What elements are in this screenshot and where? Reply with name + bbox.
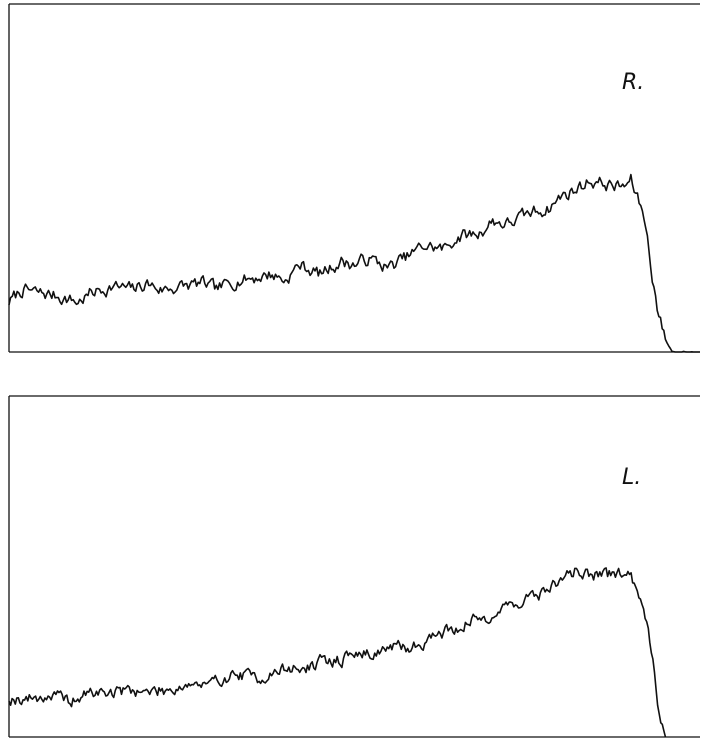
panel-l-trace-line xyxy=(8,567,667,737)
panel-l: L. xyxy=(8,395,700,738)
panel-r-trace-line xyxy=(8,173,700,353)
panel-l-label: L. xyxy=(622,465,641,490)
panel-r: R. xyxy=(8,3,700,353)
panel-r-label: R. xyxy=(622,70,644,95)
